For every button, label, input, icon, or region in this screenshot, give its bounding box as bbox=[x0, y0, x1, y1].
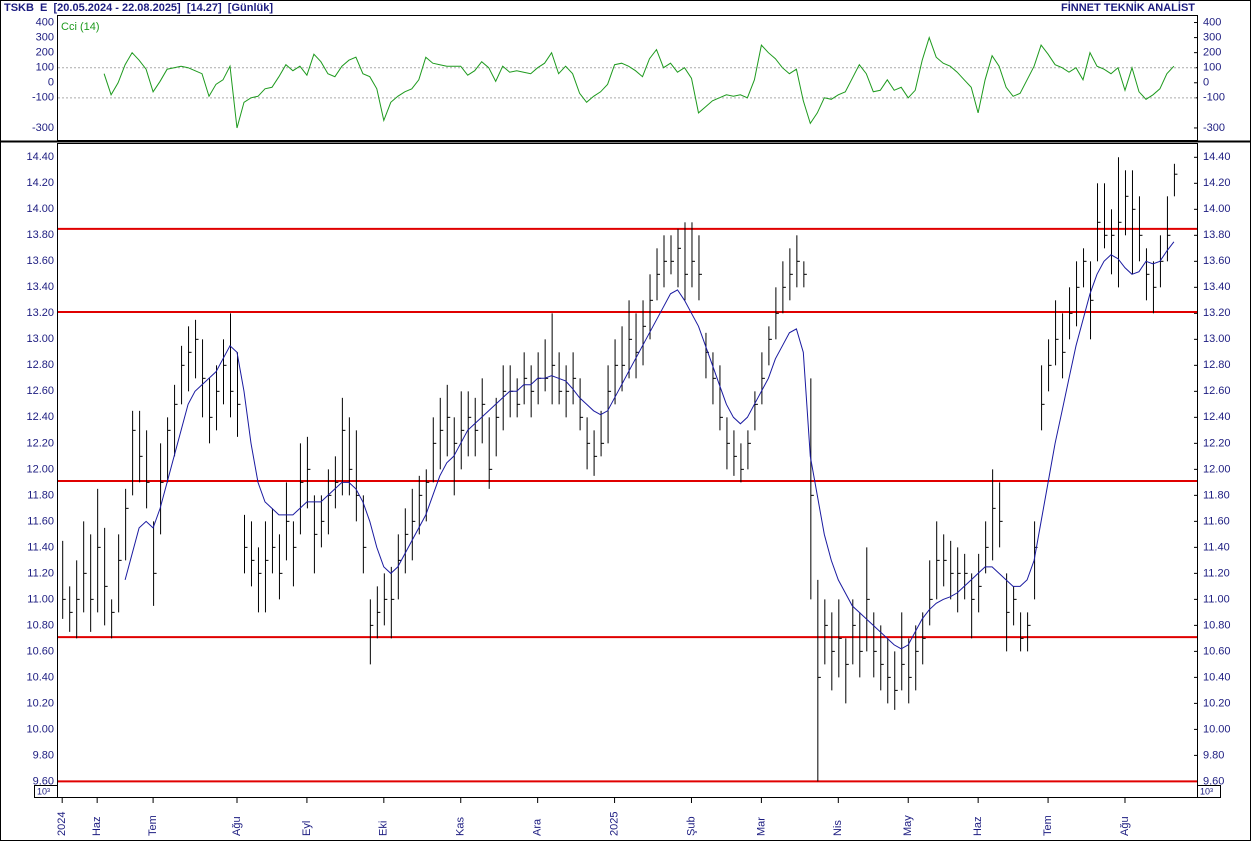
y-tick-label: 14.20 bbox=[1203, 177, 1231, 189]
y-tick-label: 13.80 bbox=[1203, 229, 1231, 241]
x-tick-label: Kas bbox=[455, 817, 467, 836]
x-tick-label: Tem bbox=[1042, 815, 1054, 836]
y-tick-label: 11.60 bbox=[27, 515, 54, 527]
y-tick-label: 12.60 bbox=[26, 385, 54, 397]
cci-line bbox=[103, 36, 1175, 129]
y-tick-label: -100 bbox=[32, 92, 54, 104]
x-tick-label: 2024 bbox=[56, 812, 68, 836]
x-tick-label: Ara bbox=[532, 818, 544, 836]
x-tick-label: Şub bbox=[685, 816, 697, 836]
y-tick-label: -300 bbox=[32, 122, 54, 134]
unit-box bbox=[34, 785, 58, 798]
y-tick-label: 200 bbox=[36, 47, 54, 59]
y-tick-label: 14.40 bbox=[26, 151, 54, 163]
y-tick-label: 13.80 bbox=[26, 229, 54, 241]
y-tick-label: 10.40 bbox=[26, 671, 54, 683]
y-tick-label: 13.20 bbox=[26, 307, 54, 319]
y-tick-label: 11.20 bbox=[1203, 567, 1230, 579]
y-tick-label: 12.80 bbox=[26, 359, 54, 371]
y-tick-label: 13.00 bbox=[26, 333, 54, 345]
y-tick-label: 400 bbox=[1203, 16, 1221, 28]
y-tick-label: 13.40 bbox=[26, 281, 54, 293]
x-tick-label: Mar bbox=[755, 817, 767, 836]
moving-average bbox=[124, 241, 1175, 650]
y-tick-label: 300 bbox=[1203, 31, 1221, 43]
x-tick-label: 2025 bbox=[608, 812, 620, 836]
y-tick-label: 11.00 bbox=[27, 593, 54, 605]
y-tick-label: 10.20 bbox=[1203, 697, 1231, 709]
unit-label: 10³ bbox=[37, 786, 50, 796]
y-tick-label: -100 bbox=[1203, 92, 1225, 104]
x-tick-label: Haz bbox=[91, 816, 103, 836]
y-tick-label: 13.40 bbox=[1203, 281, 1231, 293]
y-tick-label: 9.60 bbox=[1203, 775, 1224, 787]
y-tick-label: 0 bbox=[1203, 77, 1209, 89]
x-tick-label: May bbox=[902, 815, 914, 836]
y-tick-label: 13.60 bbox=[26, 255, 54, 267]
y-tick-label: 10.00 bbox=[26, 723, 54, 735]
cci-label: Cci (14) bbox=[61, 21, 100, 33]
y-tick-label: 12.80 bbox=[1203, 359, 1231, 371]
y-tick-label: 10.60 bbox=[1203, 645, 1231, 657]
y-tick-label: 10.60 bbox=[26, 645, 54, 657]
y-tick-label: 12.60 bbox=[1203, 385, 1231, 397]
y-tick-label: -300 bbox=[1203, 122, 1225, 134]
y-tick-label: 100 bbox=[1203, 62, 1221, 74]
y-tick-label: 12.20 bbox=[1203, 437, 1231, 449]
y-tick-label: 11.80 bbox=[27, 489, 54, 501]
brand: FİNNET TEKNİK ANALİST bbox=[1061, 1, 1195, 14]
y-tick-label: 14.00 bbox=[1203, 203, 1231, 215]
y-tick-label: 14.20 bbox=[26, 177, 54, 189]
x-tick-label: Eyl bbox=[301, 821, 313, 836]
y-tick-label: 9.60 bbox=[33, 775, 54, 787]
y-tick-label: 14.40 bbox=[1203, 151, 1231, 163]
y-tick-label: 9.80 bbox=[33, 749, 54, 761]
y-tick-label: 9.80 bbox=[1203, 749, 1224, 761]
x-tick-label: Eki bbox=[378, 821, 390, 836]
y-tick-label: 10.40 bbox=[1203, 671, 1231, 683]
x-tick-label: Nis bbox=[832, 820, 844, 836]
y-tick-label: 10.80 bbox=[26, 619, 54, 631]
price-panel bbox=[57, 143, 1198, 798]
y-tick-label: 13.00 bbox=[1203, 333, 1231, 345]
y-tick-label: 10.00 bbox=[1203, 723, 1231, 735]
y-tick-label: 11.20 bbox=[27, 567, 54, 579]
y-tick-label: 100 bbox=[36, 62, 54, 74]
unit-box bbox=[1197, 785, 1221, 798]
y-tick-label: 11.00 bbox=[1203, 593, 1230, 605]
y-tick-label: 12.40 bbox=[26, 411, 54, 423]
y-tick-label: 400 bbox=[36, 16, 54, 28]
y-tick-label: 11.80 bbox=[1203, 489, 1230, 501]
x-tick-label: Tem bbox=[147, 815, 159, 836]
y-tick-label: 200 bbox=[1203, 47, 1221, 59]
unit-label: 10³ bbox=[1200, 786, 1213, 796]
y-tick-label: 11.60 bbox=[1203, 515, 1230, 527]
x-tick-label: Haz bbox=[972, 816, 984, 836]
x-tick-label: Ağu bbox=[1119, 816, 1131, 836]
y-tick-label: 10.20 bbox=[26, 697, 54, 709]
y-tick-label: 300 bbox=[36, 31, 54, 43]
y-tick-label: 12.20 bbox=[26, 437, 54, 449]
y-tick-label: 14.00 bbox=[26, 203, 54, 215]
y-tick-label: 11.40 bbox=[27, 541, 54, 553]
y-tick-label: 12.40 bbox=[1203, 411, 1231, 423]
y-tick-label: 12.00 bbox=[1203, 463, 1231, 475]
y-tick-label: 0 bbox=[48, 77, 54, 89]
x-tick-label: Ağu bbox=[231, 816, 243, 836]
y-tick-label: 12.00 bbox=[26, 463, 54, 475]
y-tick-label: 11.40 bbox=[1203, 541, 1230, 553]
chart-title: TSKB E [20.05.2024 - 22.08.2025] [14.27]… bbox=[4, 2, 273, 14]
y-tick-label: 10.80 bbox=[1203, 619, 1231, 631]
y-tick-label: 13.20 bbox=[1203, 307, 1231, 319]
y-tick-label: 13.60 bbox=[1203, 255, 1231, 267]
